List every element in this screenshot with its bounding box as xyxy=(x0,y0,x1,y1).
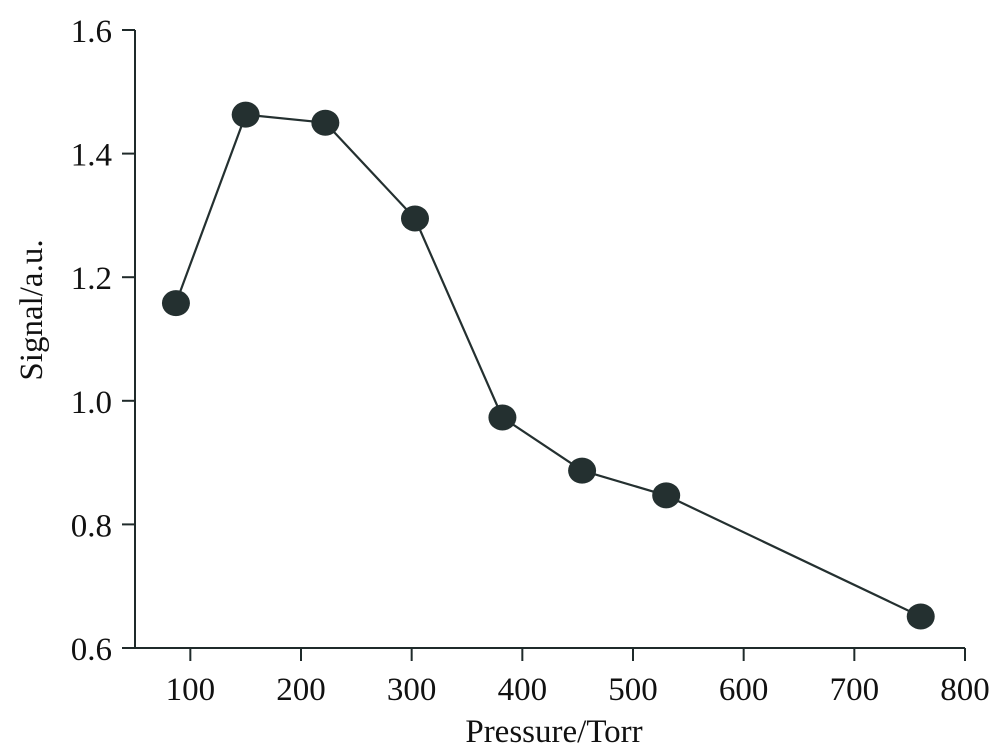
data-point xyxy=(231,101,260,128)
data-point xyxy=(652,482,681,509)
data-point xyxy=(311,109,340,136)
data-point xyxy=(488,404,517,431)
data-point xyxy=(161,290,190,317)
y-axis-ticks: 0.6 0.8 1.0 1.2 1.4 1.6 xyxy=(71,14,135,668)
y-axis-title: Signal/a.u. xyxy=(14,239,50,380)
data-point xyxy=(906,603,935,630)
x-tick-label: 600 xyxy=(719,672,769,708)
x-tick-label: 200 xyxy=(276,672,326,708)
x-tick-label: 400 xyxy=(498,672,548,708)
x-axis-title: Pressure/Torr xyxy=(465,714,642,750)
plot-area: 0.6 0.8 1.0 1.2 1.4 1.6 100 200 300 400 500 600 700… xyxy=(71,14,990,708)
series-markers xyxy=(161,101,935,630)
x-axis-ticks: 100 200 300 400 500 600 700 800 xyxy=(166,648,990,708)
y-tick-label: 1.6 xyxy=(71,14,112,50)
data-point xyxy=(568,457,597,484)
y-tick-label: 1.2 xyxy=(71,261,112,297)
x-tick-label: 700 xyxy=(830,672,880,708)
data-point xyxy=(400,205,429,232)
y-tick-label: 0.6 xyxy=(71,632,112,668)
y-tick-label: 1.4 xyxy=(71,138,112,174)
y-tick-label: 0.8 xyxy=(71,508,112,544)
x-tick-label: 500 xyxy=(608,672,658,708)
x-tick-label: 800 xyxy=(940,672,990,708)
series-line xyxy=(174,113,922,618)
x-tick-label: 300 xyxy=(387,672,437,708)
x-tick-label: 100 xyxy=(166,672,216,708)
y-tick-label: 1.0 xyxy=(71,385,112,421)
